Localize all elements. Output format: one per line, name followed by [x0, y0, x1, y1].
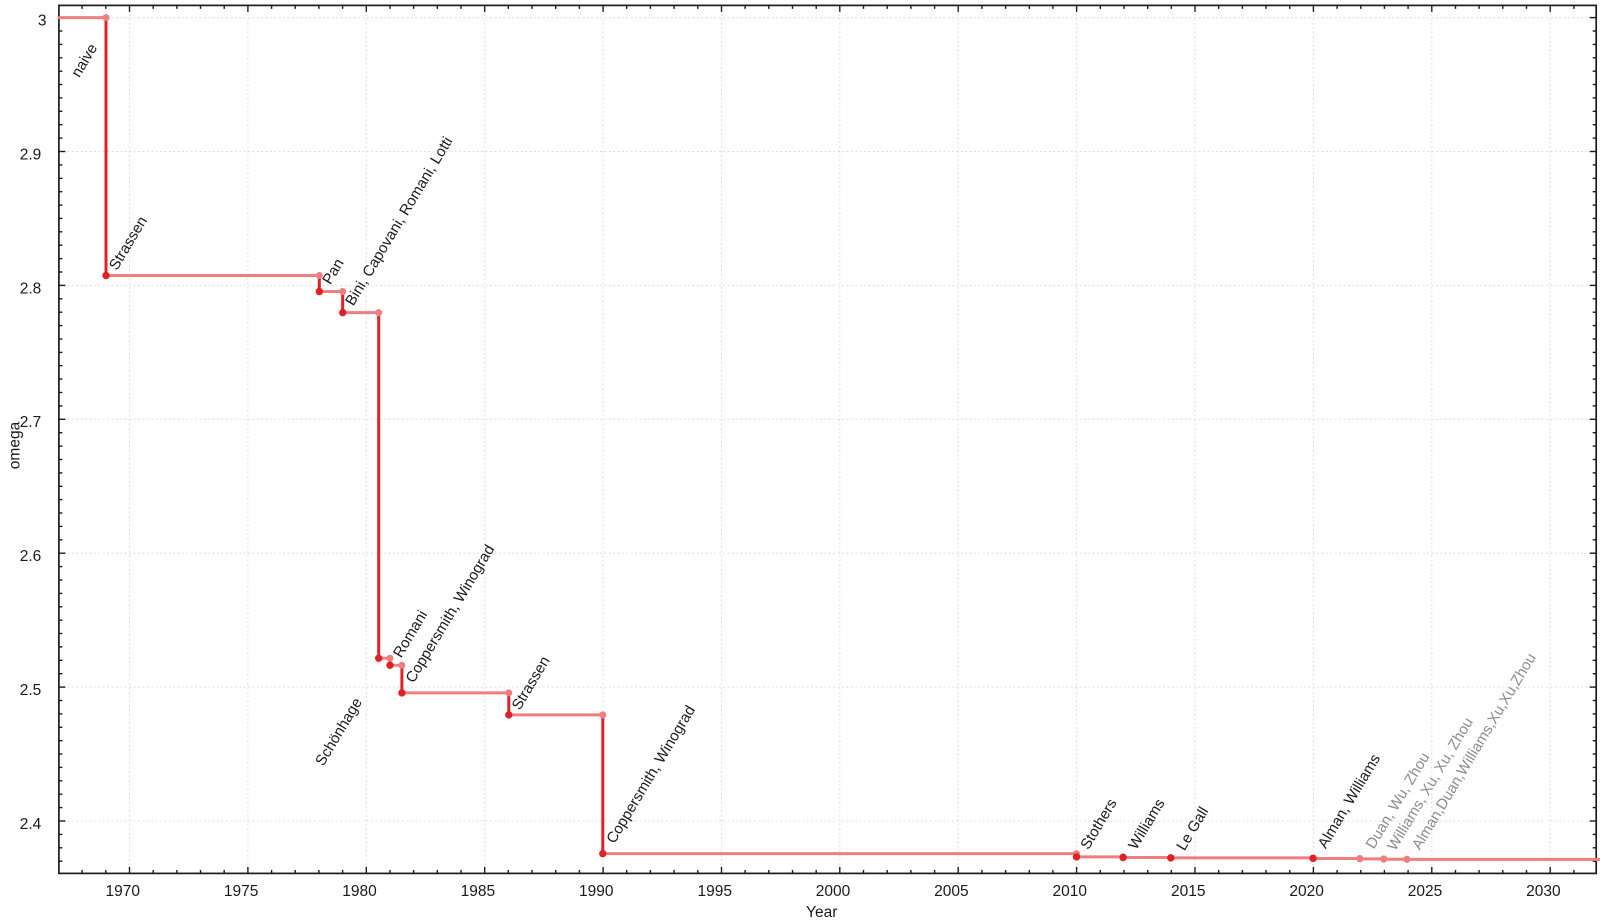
- svg-text:2.4: 2.4: [20, 816, 42, 833]
- svg-text:1995: 1995: [697, 883, 731, 900]
- svg-text:2.9: 2.9: [20, 146, 42, 163]
- svg-text:1980: 1980: [342, 883, 377, 900]
- svg-text:1985: 1985: [461, 883, 495, 900]
- svg-text:1990: 1990: [579, 883, 614, 900]
- svg-text:2025: 2025: [1408, 883, 1442, 900]
- svg-text:1970: 1970: [105, 883, 140, 900]
- svg-text:2010: 2010: [1053, 883, 1088, 900]
- svg-text:Year: Year: [806, 904, 837, 920]
- svg-text:2005: 2005: [934, 883, 968, 900]
- svg-text:3: 3: [38, 13, 47, 30]
- svg-text:2030: 2030: [1526, 883, 1561, 900]
- svg-text:2.8: 2.8: [20, 280, 42, 297]
- svg-text:2020: 2020: [1289, 883, 1324, 900]
- svg-text:omega: omega: [7, 421, 24, 469]
- svg-text:2.6: 2.6: [20, 548, 42, 565]
- svg-text:2.7: 2.7: [20, 414, 42, 431]
- svg-text:2000: 2000: [816, 883, 851, 900]
- svg-text:2015: 2015: [1171, 883, 1205, 900]
- svg-text:2.5: 2.5: [20, 682, 42, 699]
- svg-text:1975: 1975: [224, 883, 258, 900]
